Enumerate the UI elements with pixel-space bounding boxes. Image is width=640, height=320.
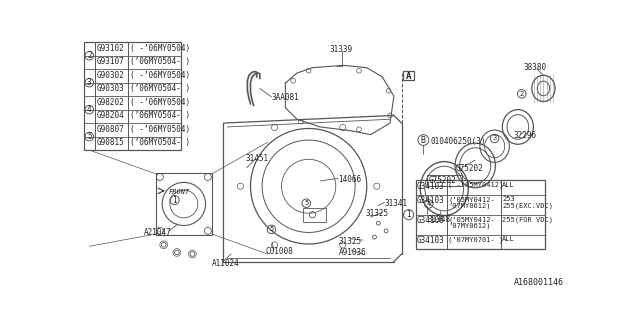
Text: (’06MY0504- ): (’06MY0504- ) xyxy=(129,57,189,66)
Text: G90302: G90302 xyxy=(96,71,124,80)
Text: 253: 253 xyxy=(502,196,515,202)
Text: ( -’06MY0504): ( -’06MY0504) xyxy=(129,98,189,107)
Text: 4: 4 xyxy=(427,201,431,207)
Bar xyxy=(415,180,545,249)
Text: A91036: A91036 xyxy=(339,248,367,257)
Text: 255(EXC.VDC): 255(EXC.VDC) xyxy=(502,203,554,209)
Text: G75202: G75202 xyxy=(456,164,484,173)
Text: 31325: 31325 xyxy=(365,209,388,218)
Text: B: B xyxy=(421,136,426,145)
Text: (’05MY0412-: (’05MY0412- xyxy=(448,216,495,223)
Text: G98204: G98204 xyxy=(96,111,124,120)
Text: 31348: 31348 xyxy=(428,215,451,225)
Text: ’07MY0612): ’07MY0612) xyxy=(448,203,491,209)
Text: 2: 2 xyxy=(87,51,92,60)
Text: 3: 3 xyxy=(87,78,92,87)
Text: G93107: G93107 xyxy=(96,57,124,66)
Text: ( -’06MY0504): ( -’06MY0504) xyxy=(129,71,189,80)
Bar xyxy=(84,42,180,150)
Text: (’06MY0504- ): (’06MY0504- ) xyxy=(129,111,189,120)
Text: 3: 3 xyxy=(493,135,497,141)
Text: 14066: 14066 xyxy=(338,175,361,184)
Text: (’05MY0412-: (’05MY0412- xyxy=(448,196,495,203)
Text: 5: 5 xyxy=(269,226,273,232)
Text: A168001146: A168001146 xyxy=(514,278,564,287)
Text: G90303: G90303 xyxy=(96,84,124,93)
Text: 32296: 32296 xyxy=(513,131,536,140)
Text: A11024: A11024 xyxy=(212,260,239,268)
Text: ( -’05MY0412): ( -’05MY0412) xyxy=(448,182,504,188)
Text: 255(FOR VDC): 255(FOR VDC) xyxy=(502,216,554,223)
Text: FRONT: FRONT xyxy=(169,188,190,195)
Text: ’07MY0612): ’07MY0612) xyxy=(448,222,491,229)
Text: G34103: G34103 xyxy=(417,196,444,205)
Text: G34106: G34106 xyxy=(417,216,444,225)
Text: 3AA081: 3AA081 xyxy=(271,93,299,102)
Text: 31451: 31451 xyxy=(245,154,268,163)
Text: 4: 4 xyxy=(87,105,92,114)
Text: G90815: G90815 xyxy=(96,138,124,147)
Text: 1: 1 xyxy=(172,196,177,204)
Text: 38380: 38380 xyxy=(524,63,547,72)
Text: (’06MY0504- ): (’06MY0504- ) xyxy=(129,84,189,93)
Text: A: A xyxy=(406,71,411,81)
Text: ALL: ALL xyxy=(502,182,515,188)
Text: G98202: G98202 xyxy=(96,98,124,107)
Text: 5: 5 xyxy=(304,200,308,206)
Text: 1: 1 xyxy=(406,210,411,219)
Text: G90807: G90807 xyxy=(96,124,124,134)
Text: 31325: 31325 xyxy=(339,237,362,246)
Text: A21047: A21047 xyxy=(145,228,172,237)
Text: 5: 5 xyxy=(87,132,92,141)
Text: ( -’06MY0504): ( -’06MY0504) xyxy=(129,124,189,134)
Text: C01008: C01008 xyxy=(266,247,294,256)
Text: 2: 2 xyxy=(520,91,524,97)
Text: G34103: G34103 xyxy=(417,182,444,191)
Text: 010406250(3): 010406250(3) xyxy=(430,137,486,146)
Text: G34103: G34103 xyxy=(417,236,444,245)
Text: ALL: ALL xyxy=(502,236,515,242)
Text: 31339: 31339 xyxy=(330,44,353,53)
Text: (’07MY0701- ): (’07MY0701- ) xyxy=(448,236,504,243)
Text: (’06MY0504- ): (’06MY0504- ) xyxy=(129,138,189,147)
Bar xyxy=(84,42,180,150)
Text: 31341: 31341 xyxy=(385,199,408,208)
Bar xyxy=(403,71,414,80)
Text: G93102: G93102 xyxy=(96,44,124,53)
Bar xyxy=(303,208,326,222)
Text: ( -’06MY0504): ( -’06MY0504) xyxy=(129,44,189,53)
Bar xyxy=(428,175,462,186)
Bar xyxy=(156,173,212,235)
Text: G75202: G75202 xyxy=(429,176,456,185)
